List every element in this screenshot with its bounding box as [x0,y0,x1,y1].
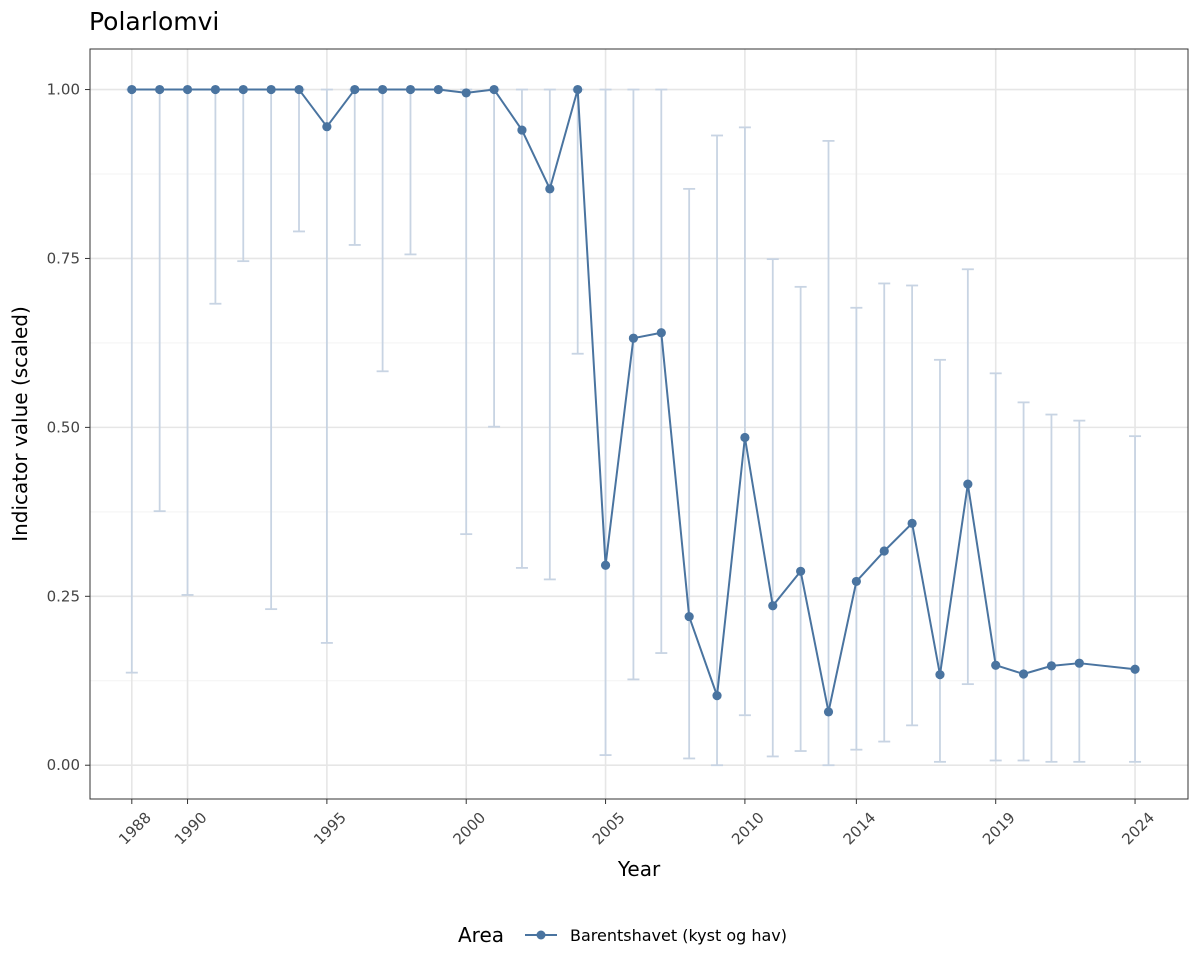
data-point [127,84,137,95]
series-line [131,88,1136,713]
data-point [461,88,471,98]
data-point [210,84,221,95]
data-point [266,84,276,95]
plot-area: 0.00 0.25 0.50 0.75 1.00 1988 1990 1995 2000 2005… [47,48,1189,849]
data-point [1130,664,1140,674]
legend: Area Barentshavet (kyst og hav) [458,923,787,947]
x-tick-label: 2019 [979,809,1019,849]
y-tick-label: 0.50 [47,418,80,436]
y-tick-label: 0.75 [47,249,80,267]
data-point [433,84,443,95]
legend-label: Barentshavet (kyst og hav) [570,926,787,945]
data-point [935,670,945,680]
x-tick-label: 2010 [728,809,768,849]
data-point [600,560,611,570]
data-point [350,84,360,95]
data-point [740,432,750,443]
x-axis-title: Year [617,857,661,881]
legend-title: Area [458,923,504,947]
data-point [322,122,332,132]
data-point [879,546,889,556]
x-tick-label: 1988 [115,809,155,849]
data-point [155,84,165,95]
data-point [963,479,973,489]
data-point [238,84,248,95]
data-point [405,84,416,95]
x-tick-label: 1995 [310,809,350,849]
data-point [1046,661,1057,671]
y-tick-label: 0.25 [47,587,80,605]
data-point [489,84,499,95]
x-tick-label: 2014 [840,809,880,849]
data-point [712,691,722,701]
y-tick-label: 0.00 [47,756,80,774]
data-point [907,518,917,528]
data-point [991,660,1001,670]
data-point [517,125,527,135]
data-point [1074,658,1084,668]
data-point [294,84,304,95]
data-point [796,566,806,576]
y-axis-title: Indicator value (scaled) [8,306,32,542]
chart-title: Polarlomvi [89,7,219,36]
legend-key-point [536,930,546,940]
data-point [851,576,861,587]
data-point [545,184,555,194]
x-tick-label: 2000 [449,809,489,849]
x-tick-label: 2024 [1118,809,1158,849]
data-point [573,84,583,95]
data-point [182,84,193,95]
data-point [378,84,388,95]
data-point [768,601,778,611]
x-tick-label: 1990 [171,809,211,849]
data-point [823,707,834,717]
plot-border [89,48,1189,800]
data-point [628,333,639,343]
data-point [656,328,666,338]
x-tick-label: 2005 [589,809,629,849]
y-tick-label: 1.00 [47,81,80,99]
data-point [1018,669,1029,679]
data-point [684,611,694,622]
